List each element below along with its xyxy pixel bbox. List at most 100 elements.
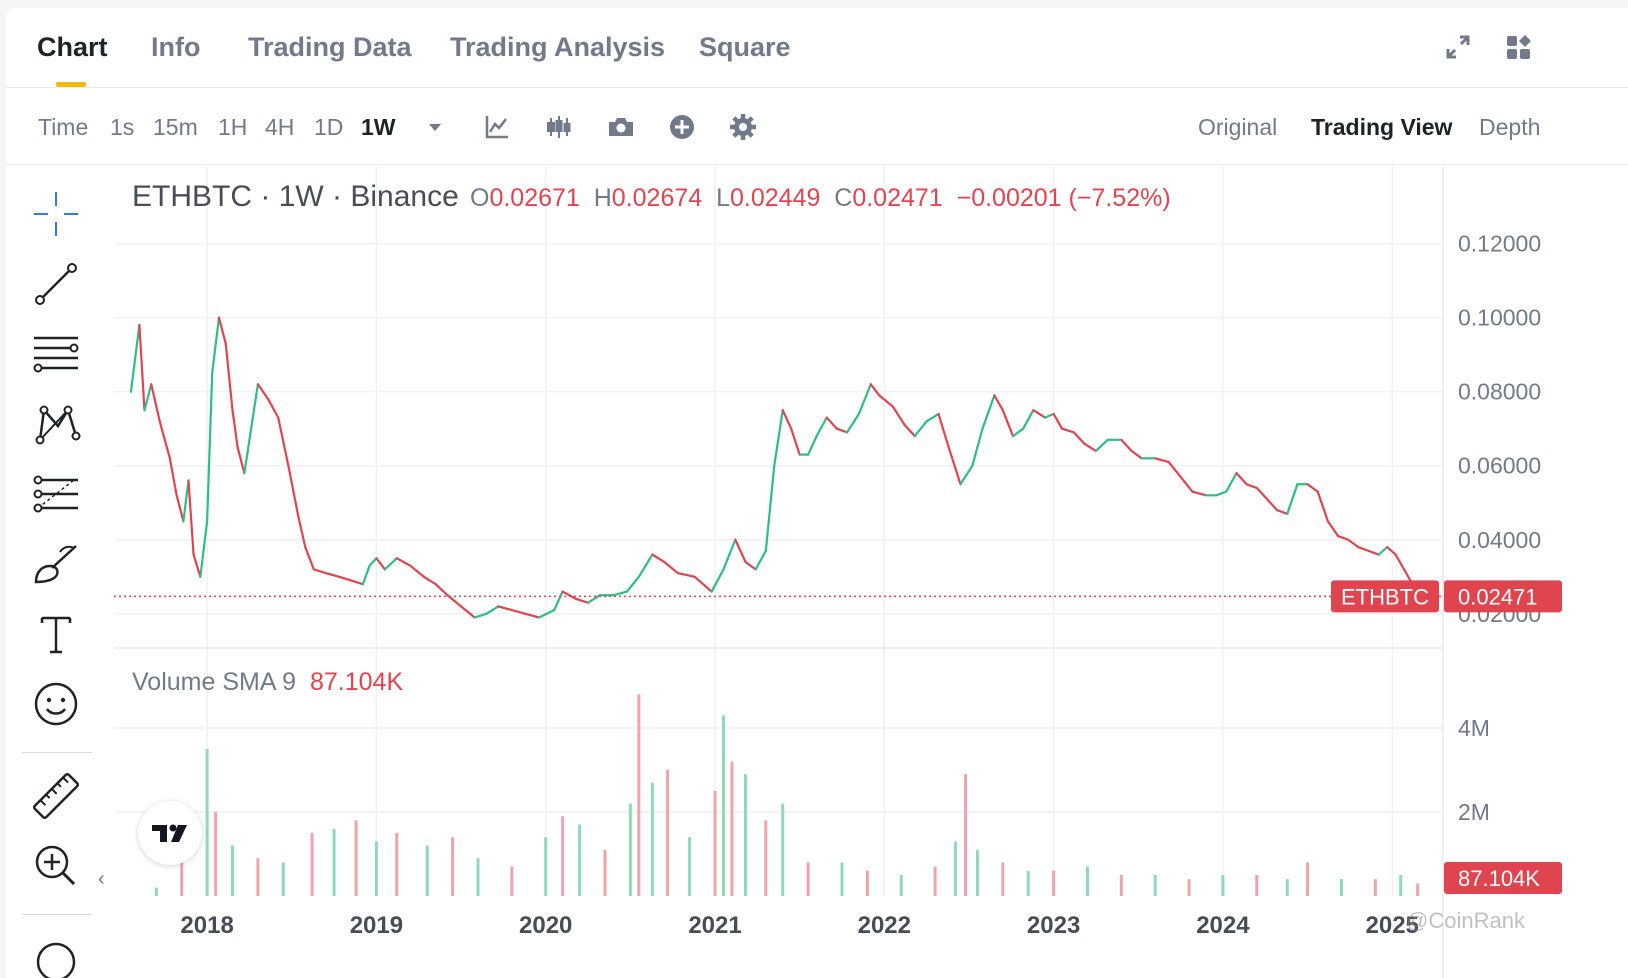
tab-trading-analysis[interactable]: Trading Analysis	[450, 32, 666, 62]
price-segment	[1225, 472, 1238, 493]
low-value: 0.02449	[729, 184, 821, 212]
volume-legend-label: Volume SMA 9	[132, 668, 296, 696]
open-key: O	[470, 184, 490, 212]
pattern-icon[interactable]	[30, 398, 82, 450]
expand-icon[interactable]	[1443, 32, 1473, 62]
interval-1d[interactable]: 1D	[314, 114, 344, 140]
price-segment	[710, 568, 725, 593]
volume-bar	[899, 875, 903, 896]
volume-bar	[637, 694, 641, 896]
y-tick-label: 0.12000	[1458, 231, 1541, 257]
open-value: 0.02671	[489, 184, 580, 212]
collapse-toolbar-icon[interactable]: ‹	[98, 868, 105, 890]
interval-1s[interactable]: 1s	[110, 114, 135, 140]
volume-bar	[1339, 879, 1343, 896]
volume-bar	[1119, 875, 1123, 896]
price-segment	[959, 464, 974, 486]
brush-icon[interactable]	[30, 538, 82, 590]
ruler-icon[interactable]	[30, 770, 82, 822]
magnet-icon[interactable]	[30, 936, 82, 978]
emoji-icon[interactable]	[30, 678, 82, 730]
volume-bar	[332, 828, 336, 896]
price-segment	[510, 608, 527, 615]
text-icon[interactable]	[30, 608, 82, 660]
legend-exchange: Binance	[350, 180, 459, 213]
volume-bar	[1373, 879, 1377, 896]
volume-bar	[1085, 866, 1089, 896]
price-segment	[1082, 442, 1098, 453]
zoom-in-icon[interactable]	[30, 840, 82, 892]
interval-15m[interactable]: 15m	[153, 114, 198, 140]
volume-bar	[603, 849, 607, 896]
price-segment	[663, 560, 679, 575]
x-tick-label: 2025	[1366, 912, 1419, 939]
volume-legend-value: 87.104K	[309, 668, 404, 696]
volume-bar	[840, 862, 844, 896]
indicators-icon[interactable]	[482, 112, 512, 142]
tab-trading-data[interactable]: Trading Data	[248, 32, 412, 62]
time-label: Time	[38, 114, 89, 140]
price-segment	[693, 575, 713, 593]
volume-bar	[1001, 862, 1005, 896]
price-segment	[869, 383, 881, 397]
y-tick-label: 0.06000	[1458, 453, 1541, 479]
tools-divider-2	[22, 914, 92, 915]
view-original[interactable]: Original	[1198, 114, 1278, 140]
volume-bar	[865, 870, 869, 896]
volume-bar	[628, 803, 632, 896]
crosshair-icon[interactable]	[30, 188, 82, 240]
price-segment	[1191, 490, 1208, 497]
price-segment	[1377, 546, 1389, 556]
legend-dot-2: ·	[332, 180, 343, 213]
volume-bar	[1399, 875, 1403, 896]
grid-apps-icon[interactable]	[1504, 32, 1534, 62]
x-tick-label: 2018	[180, 912, 233, 939]
volume-bar	[510, 866, 514, 896]
volume-bar	[953, 841, 957, 896]
volume-tag-value: 87.104K	[1458, 866, 1540, 891]
price-segment	[1120, 438, 1133, 453]
price-segment	[903, 423, 916, 438]
price-segment	[612, 590, 629, 597]
interval-1h[interactable]: 1H	[218, 114, 248, 140]
chart-canvas[interactable]: 2018 2019 2020 2021 2022 2023 2024 2025 0.12000 0…	[6, 166, 1628, 978]
interval-1w[interactable]: 1W	[361, 114, 396, 140]
add-circle-icon[interactable]	[667, 112, 697, 142]
price-segment	[524, 612, 541, 619]
tab-chart[interactable]: Chart	[37, 32, 108, 62]
volume-bar	[650, 782, 654, 896]
horizontal-lines-icon[interactable]	[30, 328, 82, 380]
volume-bar	[1187, 879, 1191, 896]
volume-bar	[1416, 883, 1420, 896]
volume-bar	[781, 803, 785, 896]
trend-line-icon[interactable]	[30, 258, 82, 310]
gear-icon[interactable]	[728, 112, 758, 142]
tools-divider	[22, 752, 92, 753]
price-segment	[971, 427, 984, 467]
price-segment	[287, 464, 300, 519]
price-segment	[1179, 475, 1194, 493]
volume-bar	[476, 858, 480, 896]
tab-square[interactable]: Square	[699, 32, 791, 62]
tradingview-logo-icon[interactable]	[138, 801, 202, 865]
view-depth[interactable]: Depth	[1479, 114, 1541, 140]
price-segment	[993, 394, 1004, 412]
tab-info[interactable]: Info	[151, 32, 201, 62]
candles-icon[interactable]	[544, 112, 574, 142]
legend-interval: 1W	[278, 180, 324, 213]
price-segment	[422, 575, 437, 586]
price-segment	[349, 579, 364, 586]
watermark: @CoinRank	[1406, 908, 1525, 933]
fib-icon[interactable]	[30, 468, 82, 520]
symbol-tag-label: ETHBTC	[1341, 584, 1429, 609]
close-key: C	[834, 184, 853, 212]
price-segment	[243, 427, 253, 475]
camera-icon[interactable]	[606, 112, 636, 142]
price-segment	[744, 560, 757, 571]
volume-tag-bg	[1444, 862, 1562, 894]
chevron-down-icon[interactable]	[420, 112, 450, 142]
volume-bar	[354, 820, 358, 896]
view-trading-view[interactable]: Trading View	[1311, 114, 1453, 140]
interval-4h[interactable]: 4H	[265, 114, 295, 140]
price-segment	[825, 416, 839, 430]
